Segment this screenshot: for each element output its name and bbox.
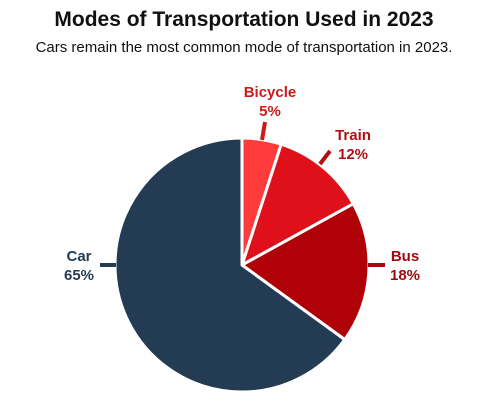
slice-labels: Bicycle 5% Train 12% Bus 18% Car 65% [64,84,420,284]
slice-value-train: 12% [338,146,368,163]
leader-line-train [318,149,332,166]
pie-slices [113,136,371,394]
slice-value-car: 65% [64,267,94,284]
chart-subtitle: Cars remain the most common mode of tran… [35,39,453,56]
leader-line-bicycle [260,121,267,141]
slice-label-train: Train [335,127,371,144]
slice-label-bus: Bus [391,248,419,265]
pie-slice-train [240,142,355,267]
slice-label-bicycle: Bicycle [244,84,297,101]
slice-label-car: Car [66,248,91,265]
slice-value-bicycle: 5% [259,103,281,120]
slice-value-bus: 18% [390,267,420,284]
pie-slice-car [113,136,347,394]
leader-lines [100,121,385,267]
chart-title: Modes of Transportation Used in 2023 [54,8,434,31]
pie-slice-bus [240,202,371,342]
